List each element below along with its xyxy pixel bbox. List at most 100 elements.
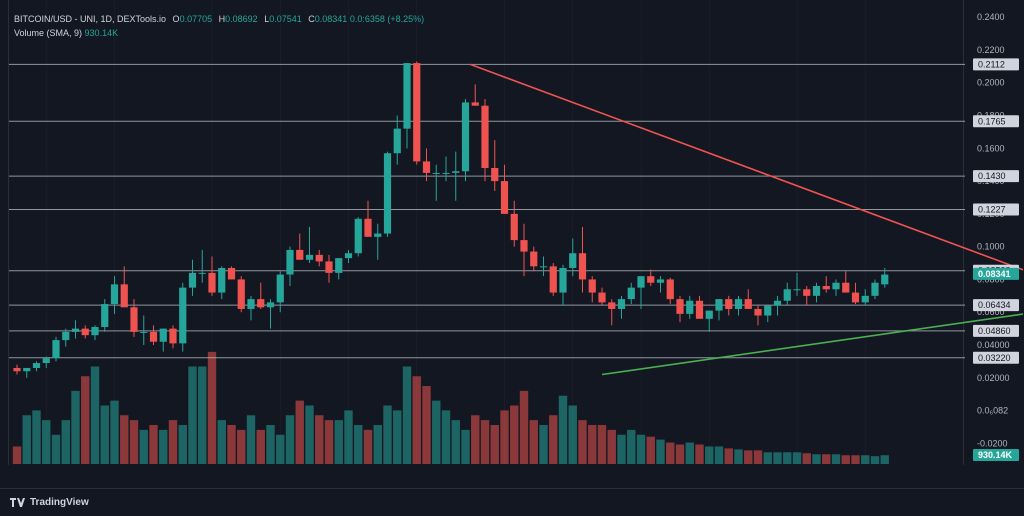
candle-body: [588, 279, 596, 293]
candle-body: [383, 153, 392, 234]
volume-bar: [636, 434, 646, 464]
candle-body: [871, 282, 879, 296]
candle-body: [442, 172, 450, 174]
volume-bar: [500, 410, 509, 464]
y-tick-label: 0.0₆082: [977, 406, 1008, 416]
candles: [13, 61, 889, 378]
volume-bar: [81, 376, 90, 464]
volume-badge: [973, 449, 1019, 461]
candle-body: [666, 279, 674, 300]
level-tag-box: [973, 299, 1019, 312]
candle-body: [832, 282, 840, 290]
level-tag-label: 0.2112: [978, 59, 1005, 69]
candle-body: [686, 300, 694, 314]
candle-body: [617, 299, 626, 309]
level-tag-box: [973, 58, 1019, 71]
volume-bar: [461, 429, 470, 464]
volume-bar: [783, 452, 792, 464]
legend-high: 0.08692: [225, 14, 258, 24]
volume-bar: [61, 420, 70, 464]
candle-body: [754, 308, 762, 316]
volume-bar: [363, 429, 373, 464]
candle-body: [812, 286, 821, 296]
y-tick-label: 0.1600: [977, 143, 1005, 153]
candle-body: [101, 304, 109, 327]
candle-body: [647, 276, 655, 283]
current-price-label: 0.08341: [978, 269, 1011, 279]
candlestick-chart[interactable]: 0.24000.22000.20000.18000.16000.14000.12…: [9, 0, 1023, 465]
candle-body: [676, 299, 684, 314]
candle-body: [42, 358, 50, 364]
candle-body: [52, 340, 60, 359]
support-trendline: [601, 313, 1023, 376]
y-tick-label: -0.0200: [977, 438, 1008, 448]
volume-bar: [334, 420, 343, 464]
candle-body: [140, 331, 148, 333]
volume-bar: [510, 405, 519, 464]
candle-body: [62, 331, 70, 341]
candle-body: [344, 253, 353, 259]
legend-c-label: C: [308, 14, 315, 24]
candle-body: [734, 299, 743, 309]
volume-bar: [207, 351, 217, 464]
candle-body: [491, 167, 499, 182]
candle-body: [81, 328, 89, 336]
candle-body: [539, 266, 548, 268]
candle-body: [266, 302, 275, 308]
volume-bar: [354, 425, 363, 464]
volume-legend: Volume (SMA, 9) 930.14K: [14, 28, 118, 38]
candle-body: [549, 266, 557, 293]
volume-bar: [90, 366, 100, 464]
legend-h-label: H: [218, 14, 226, 24]
candle-body: [452, 171, 460, 173]
candle-body: [793, 289, 801, 291]
volume-bar: [753, 450, 763, 464]
volume-bar: [276, 434, 285, 464]
tradingview-logo[interactable]: TradingView: [10, 497, 89, 508]
level-tag-box: [973, 351, 1019, 364]
volume-bar: [51, 434, 61, 464]
candle-body: [413, 63, 421, 162]
level-tag-label: 0.1765: [978, 116, 1006, 126]
tradingview-logo-icon: [10, 498, 25, 507]
volume-bar: [305, 405, 314, 464]
volume-bar: [246, 415, 256, 464]
volume-bar: [188, 366, 197, 464]
volume-bar: [32, 410, 41, 464]
volume-bar: [607, 429, 616, 464]
volume-bar: [295, 400, 304, 464]
volume-bar: [315, 415, 324, 464]
candle-body: [744, 299, 752, 309]
volume-bar: [705, 446, 714, 464]
level-tag-box: [973, 170, 1019, 183]
symbol-legend: BITCOIN/USD - UNI, 1D, DEXTools.io O0.07…: [14, 14, 424, 24]
volume-badge-label: 930.14K: [978, 450, 1013, 460]
candle-body: [520, 240, 528, 252]
chart-area[interactable]: 0.24000.22000.20000.18000.16000.14000.12…: [8, 0, 1023, 465]
y-tick-label: 0.2200: [977, 45, 1005, 55]
volume-bar: [490, 425, 499, 464]
candle-body: [725, 299, 733, 309]
volume-bar: [159, 429, 168, 464]
volume-bar: [773, 452, 782, 464]
y-tick-label: 0.04000: [977, 340, 1010, 350]
candle-body: [91, 326, 99, 336]
level-tag-label: 0.1227: [978, 204, 1006, 214]
volume-bar: [256, 429, 265, 464]
candle-body: [159, 328, 167, 342]
candle-body: [461, 102, 470, 172]
candle-body: [764, 305, 772, 316]
volume-bar: [675, 444, 685, 464]
volume-bar: [744, 450, 753, 464]
candle-body: [783, 289, 791, 301]
volume-bar: [870, 456, 880, 464]
volume-bar: [198, 366, 207, 464]
tradingview-brand: TradingView: [30, 497, 89, 508]
level-tag-label: 0.03220: [978, 353, 1011, 363]
volume-bar: [344, 410, 353, 464]
volume-bar: [519, 390, 529, 464]
volume-bar: [841, 455, 850, 464]
volume-bar: [393, 410, 402, 464]
candle-body: [23, 367, 31, 372]
volume-bar: [285, 415, 295, 464]
